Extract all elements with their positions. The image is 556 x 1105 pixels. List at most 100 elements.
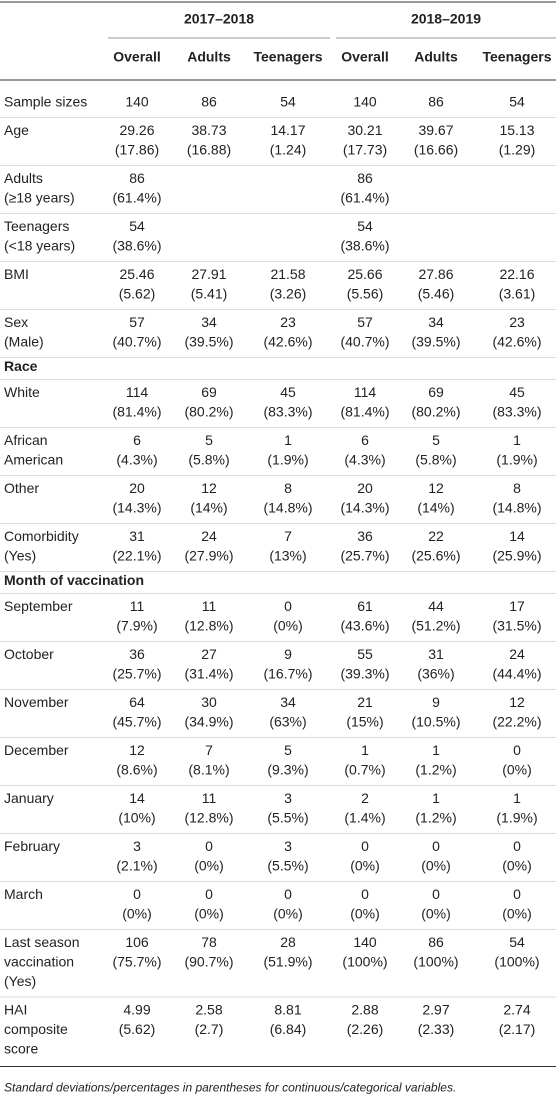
cell: 1 bbox=[513, 432, 521, 448]
cell: 31 bbox=[428, 646, 444, 662]
cell: (0%) bbox=[502, 762, 532, 778]
cell: 0 bbox=[205, 886, 213, 902]
cell: 45 bbox=[280, 384, 296, 400]
cell: (5.8%) bbox=[415, 452, 456, 468]
cell: 0 bbox=[284, 598, 292, 614]
row-label: Last season bbox=[4, 934, 80, 950]
cell: (3.61) bbox=[499, 286, 536, 302]
cell: (25.7%) bbox=[112, 666, 161, 682]
cell: 1 bbox=[361, 742, 369, 758]
cell: 55 bbox=[357, 646, 373, 662]
row-label: (Male) bbox=[4, 334, 44, 350]
cell: 39.67 bbox=[418, 122, 453, 138]
cell: 1 bbox=[432, 742, 440, 758]
cell: (83.3%) bbox=[263, 404, 312, 420]
cell: 34 bbox=[201, 314, 217, 330]
cell: (100%) bbox=[494, 954, 539, 970]
cell: 45 bbox=[509, 384, 525, 400]
row-label: Other bbox=[4, 480, 39, 496]
cell: (40.7%) bbox=[112, 334, 161, 350]
cell: (75.7%) bbox=[112, 954, 161, 970]
cell: 54 bbox=[357, 218, 373, 234]
row-label: (Yes) bbox=[4, 973, 36, 989]
cell: 0 bbox=[284, 886, 292, 902]
cell: (34.9%) bbox=[184, 714, 233, 730]
cell: 2.58 bbox=[195, 1002, 222, 1018]
column-header: Adults bbox=[414, 49, 458, 65]
cell: (0%) bbox=[273, 906, 303, 922]
cell: 86 bbox=[129, 170, 145, 186]
row-label: vaccination bbox=[4, 954, 74, 970]
cell: (17.73) bbox=[343, 142, 387, 158]
cell: 1 bbox=[284, 432, 292, 448]
cell: (22.1%) bbox=[112, 548, 161, 564]
cell: 23 bbox=[509, 314, 525, 330]
cell: 14 bbox=[129, 790, 145, 806]
cell: 0 bbox=[361, 838, 369, 854]
column-header: Adults bbox=[187, 49, 231, 65]
cell: (38.6%) bbox=[112, 238, 161, 254]
cell: 54 bbox=[509, 934, 525, 950]
cell: 11 bbox=[202, 790, 217, 806]
cell: 0 bbox=[513, 742, 521, 758]
cell: (63%) bbox=[269, 714, 306, 730]
row-label: February bbox=[4, 838, 60, 854]
cell: 27.91 bbox=[191, 266, 226, 282]
cell: (14%) bbox=[190, 500, 227, 516]
cell: (5.5%) bbox=[267, 810, 308, 826]
cell: 106 bbox=[125, 934, 149, 950]
cell: 11 bbox=[202, 598, 217, 614]
cell: 1 bbox=[432, 790, 440, 806]
cell: (2.7) bbox=[195, 1021, 224, 1037]
cell: 0 bbox=[513, 838, 521, 854]
row-label: White bbox=[4, 384, 40, 400]
cell: 6 bbox=[133, 432, 141, 448]
cell: 34 bbox=[280, 694, 296, 710]
footnote: Standard deviations/percentages in paren… bbox=[4, 1081, 456, 1095]
cell: 29.26 bbox=[119, 122, 154, 138]
cell: (42.6%) bbox=[263, 334, 312, 350]
cell: 0 bbox=[513, 886, 521, 902]
cell: (40.7%) bbox=[340, 334, 389, 350]
cell: 14.17 bbox=[270, 122, 305, 138]
cell: 7 bbox=[284, 528, 292, 544]
row-label: Sample sizes bbox=[4, 94, 87, 110]
cell: (5.8%) bbox=[188, 452, 229, 468]
row-label: January bbox=[4, 790, 54, 806]
cell: (0%) bbox=[350, 858, 380, 874]
cell: (0%) bbox=[502, 858, 532, 874]
cell: (22.2%) bbox=[492, 714, 541, 730]
row-label: composite bbox=[4, 1021, 68, 1037]
cell: (36%) bbox=[417, 666, 454, 682]
row-label: Adults bbox=[4, 170, 43, 186]
cell: (2.1%) bbox=[116, 858, 157, 874]
cell: (51.2%) bbox=[411, 618, 460, 634]
cell: (1.9%) bbox=[267, 452, 308, 468]
cell: 0 bbox=[133, 886, 141, 902]
cell: 3 bbox=[284, 838, 292, 854]
cell: (0%) bbox=[421, 906, 451, 922]
row-label: African bbox=[4, 432, 48, 448]
cell: (0%) bbox=[194, 858, 224, 874]
row-label: Age bbox=[4, 122, 29, 138]
cell: (10%) bbox=[118, 810, 155, 826]
cell: 2.74 bbox=[503, 1002, 530, 1018]
cell: (6.84) bbox=[270, 1021, 307, 1037]
row-label: BMI bbox=[4, 266, 29, 282]
cell: 15.13 bbox=[499, 122, 534, 138]
row-label: (<18 years) bbox=[4, 238, 75, 254]
row-label: September bbox=[4, 598, 73, 614]
cell: 27 bbox=[201, 646, 217, 662]
column-header: Teenagers bbox=[254, 49, 323, 65]
cell: 2.88 bbox=[351, 1002, 378, 1018]
cell: 114 bbox=[126, 384, 149, 400]
cell: 8 bbox=[513, 480, 521, 496]
cell: (0%) bbox=[350, 906, 380, 922]
group-header: 2018–2019 bbox=[411, 11, 481, 27]
cell: (51.9%) bbox=[263, 954, 312, 970]
cell: 12 bbox=[509, 694, 525, 710]
cell: (1.24) bbox=[270, 142, 307, 158]
cell: (43.6%) bbox=[340, 618, 389, 634]
cell: (1.9%) bbox=[496, 452, 537, 468]
cell: 20 bbox=[357, 480, 373, 496]
